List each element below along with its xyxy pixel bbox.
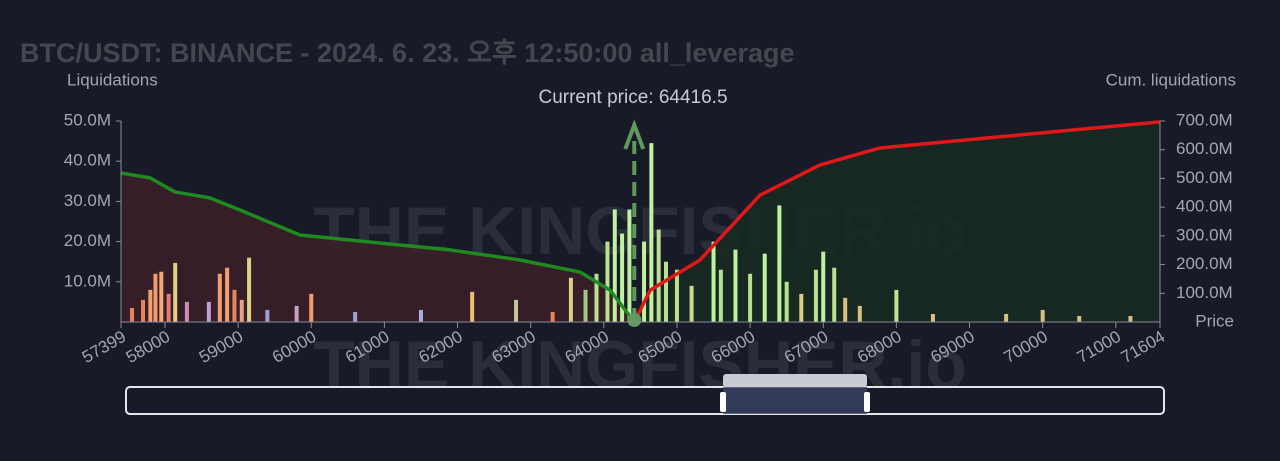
bar	[265, 309, 270, 322]
bar	[813, 269, 818, 322]
chart-title: BTC/USDT: BINANCE - 2024. 6. 23. 오후 12:5…	[20, 38, 795, 68]
x-axis-label: Price	[1195, 311, 1234, 330]
bar	[166, 293, 171, 322]
current-price-dot	[627, 313, 642, 327]
bar	[1004, 313, 1009, 322]
bar	[777, 205, 782, 322]
bar	[894, 289, 899, 322]
y2-tick-label: 500.0M	[1176, 168, 1233, 187]
slider-handle[interactable]	[864, 392, 870, 412]
bar	[843, 297, 848, 322]
bar	[627, 209, 632, 322]
slider-window[interactable]	[723, 387, 867, 414]
bar	[141, 299, 146, 322]
bar	[733, 249, 738, 322]
current-price-arrow	[623, 119, 646, 150]
y-tick-label: 20.0M	[64, 231, 111, 250]
bar	[184, 301, 189, 322]
bar	[470, 291, 475, 322]
y2-tick-label: 600.0M	[1176, 139, 1233, 158]
bar	[353, 311, 358, 322]
y2-tick-label: 700.0M	[1176, 110, 1233, 129]
bar	[857, 305, 862, 322]
bar	[568, 277, 573, 322]
y2-axis-label: Cum. liquidations	[1106, 70, 1236, 89]
bar	[784, 281, 789, 322]
bar	[153, 273, 158, 322]
slider-handle[interactable]	[720, 392, 726, 412]
y2-tick-label: 100.0M	[1176, 283, 1233, 302]
bar	[309, 293, 314, 322]
bar	[748, 273, 753, 322]
bar	[514, 299, 519, 322]
bar	[799, 293, 804, 322]
bar	[294, 305, 299, 322]
bar	[649, 143, 654, 322]
bar	[1077, 315, 1082, 322]
y2-tick-label: 200.0M	[1176, 254, 1233, 273]
bar	[642, 241, 647, 322]
cum-line	[632, 120, 1161, 323]
y-tick-label: 40.0M	[64, 151, 111, 170]
bar	[594, 273, 599, 322]
bar	[832, 267, 837, 322]
bar	[130, 307, 135, 322]
watermark: THE KINGFISHER.io	[313, 327, 967, 403]
slider-grip[interactable]	[723, 374, 867, 387]
bar	[217, 273, 222, 322]
y-tick-label: 10.0M	[64, 271, 111, 290]
y2-tick-label: 400.0M	[1176, 197, 1233, 216]
bar	[711, 241, 716, 322]
bar	[762, 253, 767, 322]
y-tick-label: 30.0M	[64, 191, 111, 210]
bar	[225, 267, 230, 322]
bar	[612, 209, 617, 322]
y-tick-label: 50.0M	[64, 110, 111, 129]
bar	[148, 289, 153, 322]
cum-line	[120, 171, 636, 324]
bar	[583, 289, 588, 322]
bar	[159, 271, 164, 322]
bar	[689, 285, 694, 322]
bar	[1040, 309, 1045, 322]
bar	[620, 233, 625, 322]
bar	[674, 269, 679, 322]
annotation: Current price: 64416.5	[538, 87, 727, 108]
bar	[206, 301, 211, 322]
bar	[821, 251, 826, 322]
bar	[550, 311, 555, 322]
bar	[930, 313, 935, 322]
range-slider[interactable]	[125, 386, 1165, 415]
bar	[418, 309, 423, 322]
y2-tick-label: 300.0M	[1176, 225, 1233, 244]
bar	[605, 241, 610, 322]
bar	[247, 257, 252, 322]
bar	[718, 269, 723, 322]
y-axis-label: Liquidations	[67, 70, 158, 89]
bar	[232, 289, 237, 322]
bar	[239, 299, 244, 322]
bar	[663, 261, 668, 322]
bar	[173, 262, 178, 322]
bar	[1128, 315, 1133, 322]
bar	[656, 229, 661, 322]
